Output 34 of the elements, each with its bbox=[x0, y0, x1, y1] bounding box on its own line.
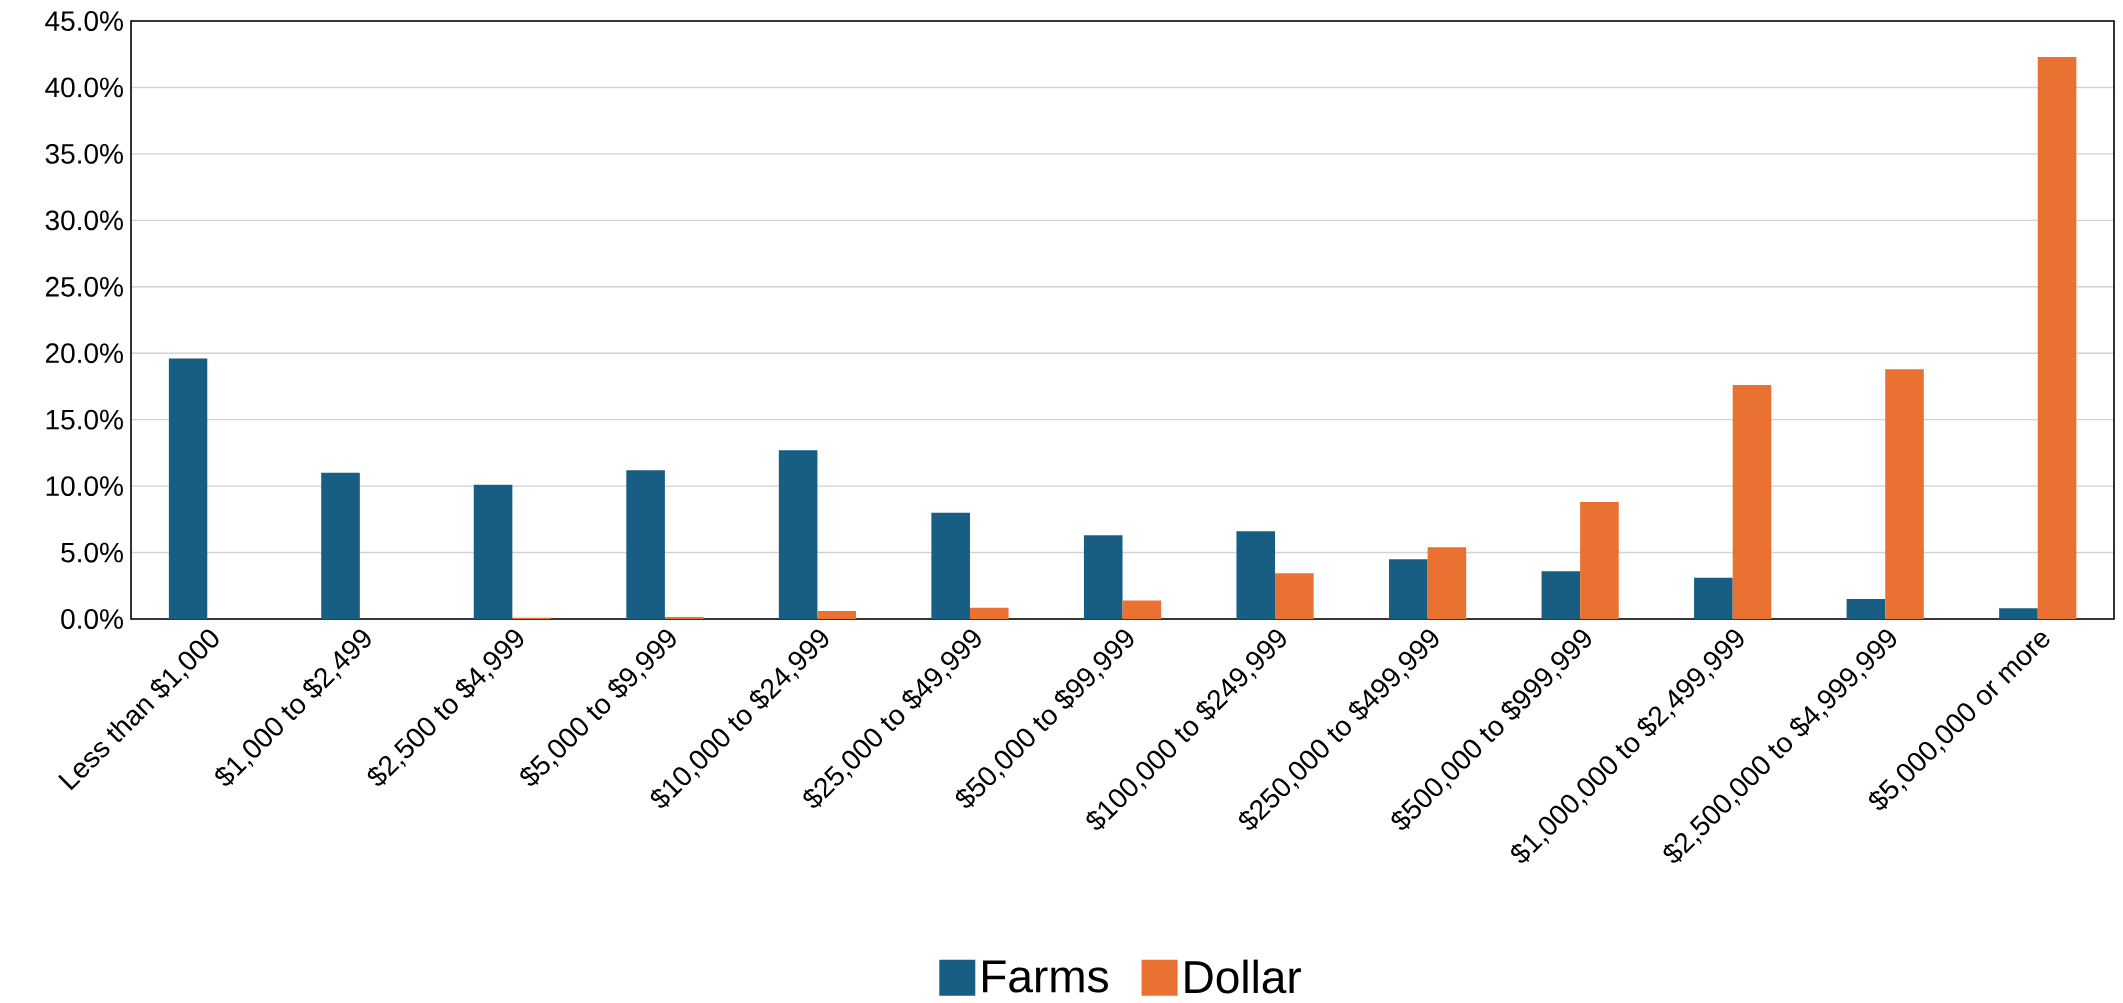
bar bbox=[817, 611, 857, 619]
y-tick-label: 5.0% bbox=[61, 542, 123, 563]
bar bbox=[1732, 385, 1772, 619]
bar bbox=[1427, 547, 1467, 619]
bar bbox=[1541, 571, 1581, 619]
bar bbox=[1389, 559, 1428, 619]
y-tick-label: 35.0% bbox=[45, 143, 123, 164]
legend-label: Farms bbox=[983, 960, 1108, 993]
bar bbox=[778, 450, 818, 619]
y-tick-label: 15.0% bbox=[46, 409, 123, 430]
y-tick-label: 10.0% bbox=[46, 476, 123, 497]
y-tick-label: 45.0% bbox=[45, 11, 123, 31]
bar bbox=[1846, 599, 1886, 619]
bar bbox=[1580, 502, 1619, 619]
bar bbox=[626, 470, 665, 619]
y-tick-label: 0.0% bbox=[61, 609, 123, 629]
bar bbox=[1999, 608, 2038, 619]
bar bbox=[969, 607, 1009, 619]
bar bbox=[2037, 56, 2077, 619]
bar bbox=[168, 358, 208, 619]
bar bbox=[321, 472, 360, 619]
bar bbox=[1236, 531, 1276, 619]
y-tick-label: 40.0% bbox=[45, 77, 123, 98]
bar bbox=[473, 484, 513, 619]
bar bbox=[1885, 369, 1924, 619]
bar bbox=[931, 512, 970, 619]
bar bbox=[1083, 535, 1123, 619]
y-tick-label: 20.0% bbox=[45, 343, 123, 364]
bar bbox=[1275, 573, 1314, 619]
bar bbox=[1122, 600, 1162, 619]
y-tick-label: 25.0% bbox=[45, 276, 123, 297]
y-tick-label: 30.0% bbox=[45, 210, 123, 231]
legend-label: Dollar bbox=[1185, 959, 1301, 994]
bar bbox=[1694, 577, 1733, 619]
